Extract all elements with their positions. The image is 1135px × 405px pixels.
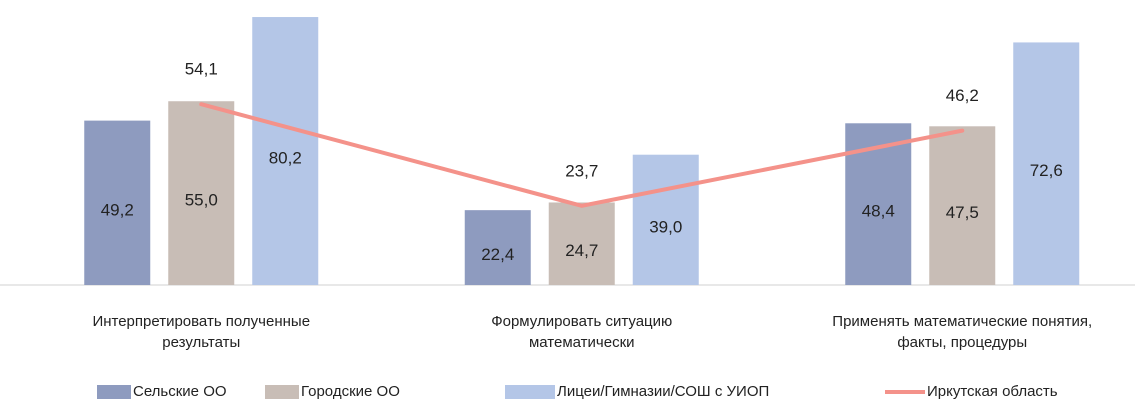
legend-label: Иркутская область — [927, 383, 1058, 400]
x-tick-label: Применять математические понятия, — [832, 313, 1092, 330]
legend-label: Городские ОО — [301, 383, 400, 400]
bar — [464, 210, 531, 285]
line-value-label: 46,2 — [946, 86, 979, 105]
bar-value-label: 39,0 — [649, 217, 682, 236]
bar-value-label: 48,4 — [862, 202, 895, 221]
bar-value-label: 47,5 — [946, 203, 979, 222]
bar — [632, 154, 699, 285]
bar — [252, 17, 319, 285]
bar-value-label: 49,2 — [101, 200, 134, 219]
legend-label: Лицеи/Гимназии/СОШ с УИОП — [557, 383, 769, 400]
bar — [929, 126, 996, 285]
bar — [84, 120, 151, 285]
legend-label: Сельские ОО — [133, 383, 227, 400]
bar — [548, 202, 615, 285]
bar-value-label: 24,7 — [565, 241, 598, 260]
legend-swatch — [505, 385, 555, 399]
bar-value-label: 22,4 — [481, 245, 514, 264]
x-tick-label: Формулировать ситуацию — [491, 313, 672, 330]
x-tick-label: факты, процедуры — [897, 334, 1027, 351]
bar-value-label: 80,2 — [269, 149, 302, 168]
x-tick-label: Интерпретировать полученные — [92, 313, 310, 330]
x-tick-label: результаты — [162, 334, 240, 351]
x-tick-label: математически — [529, 334, 635, 351]
bar — [168, 101, 235, 285]
bar — [1013, 42, 1080, 285]
bar-value-label: 55,0 — [185, 191, 218, 210]
line-value-label: 54,1 — [185, 60, 218, 79]
line — [199, 102, 965, 208]
bar-value-label: 72,6 — [1030, 161, 1063, 180]
line-value-label: 23,7 — [565, 161, 598, 180]
legend-swatch — [265, 385, 299, 399]
legend-swatch — [97, 385, 131, 399]
